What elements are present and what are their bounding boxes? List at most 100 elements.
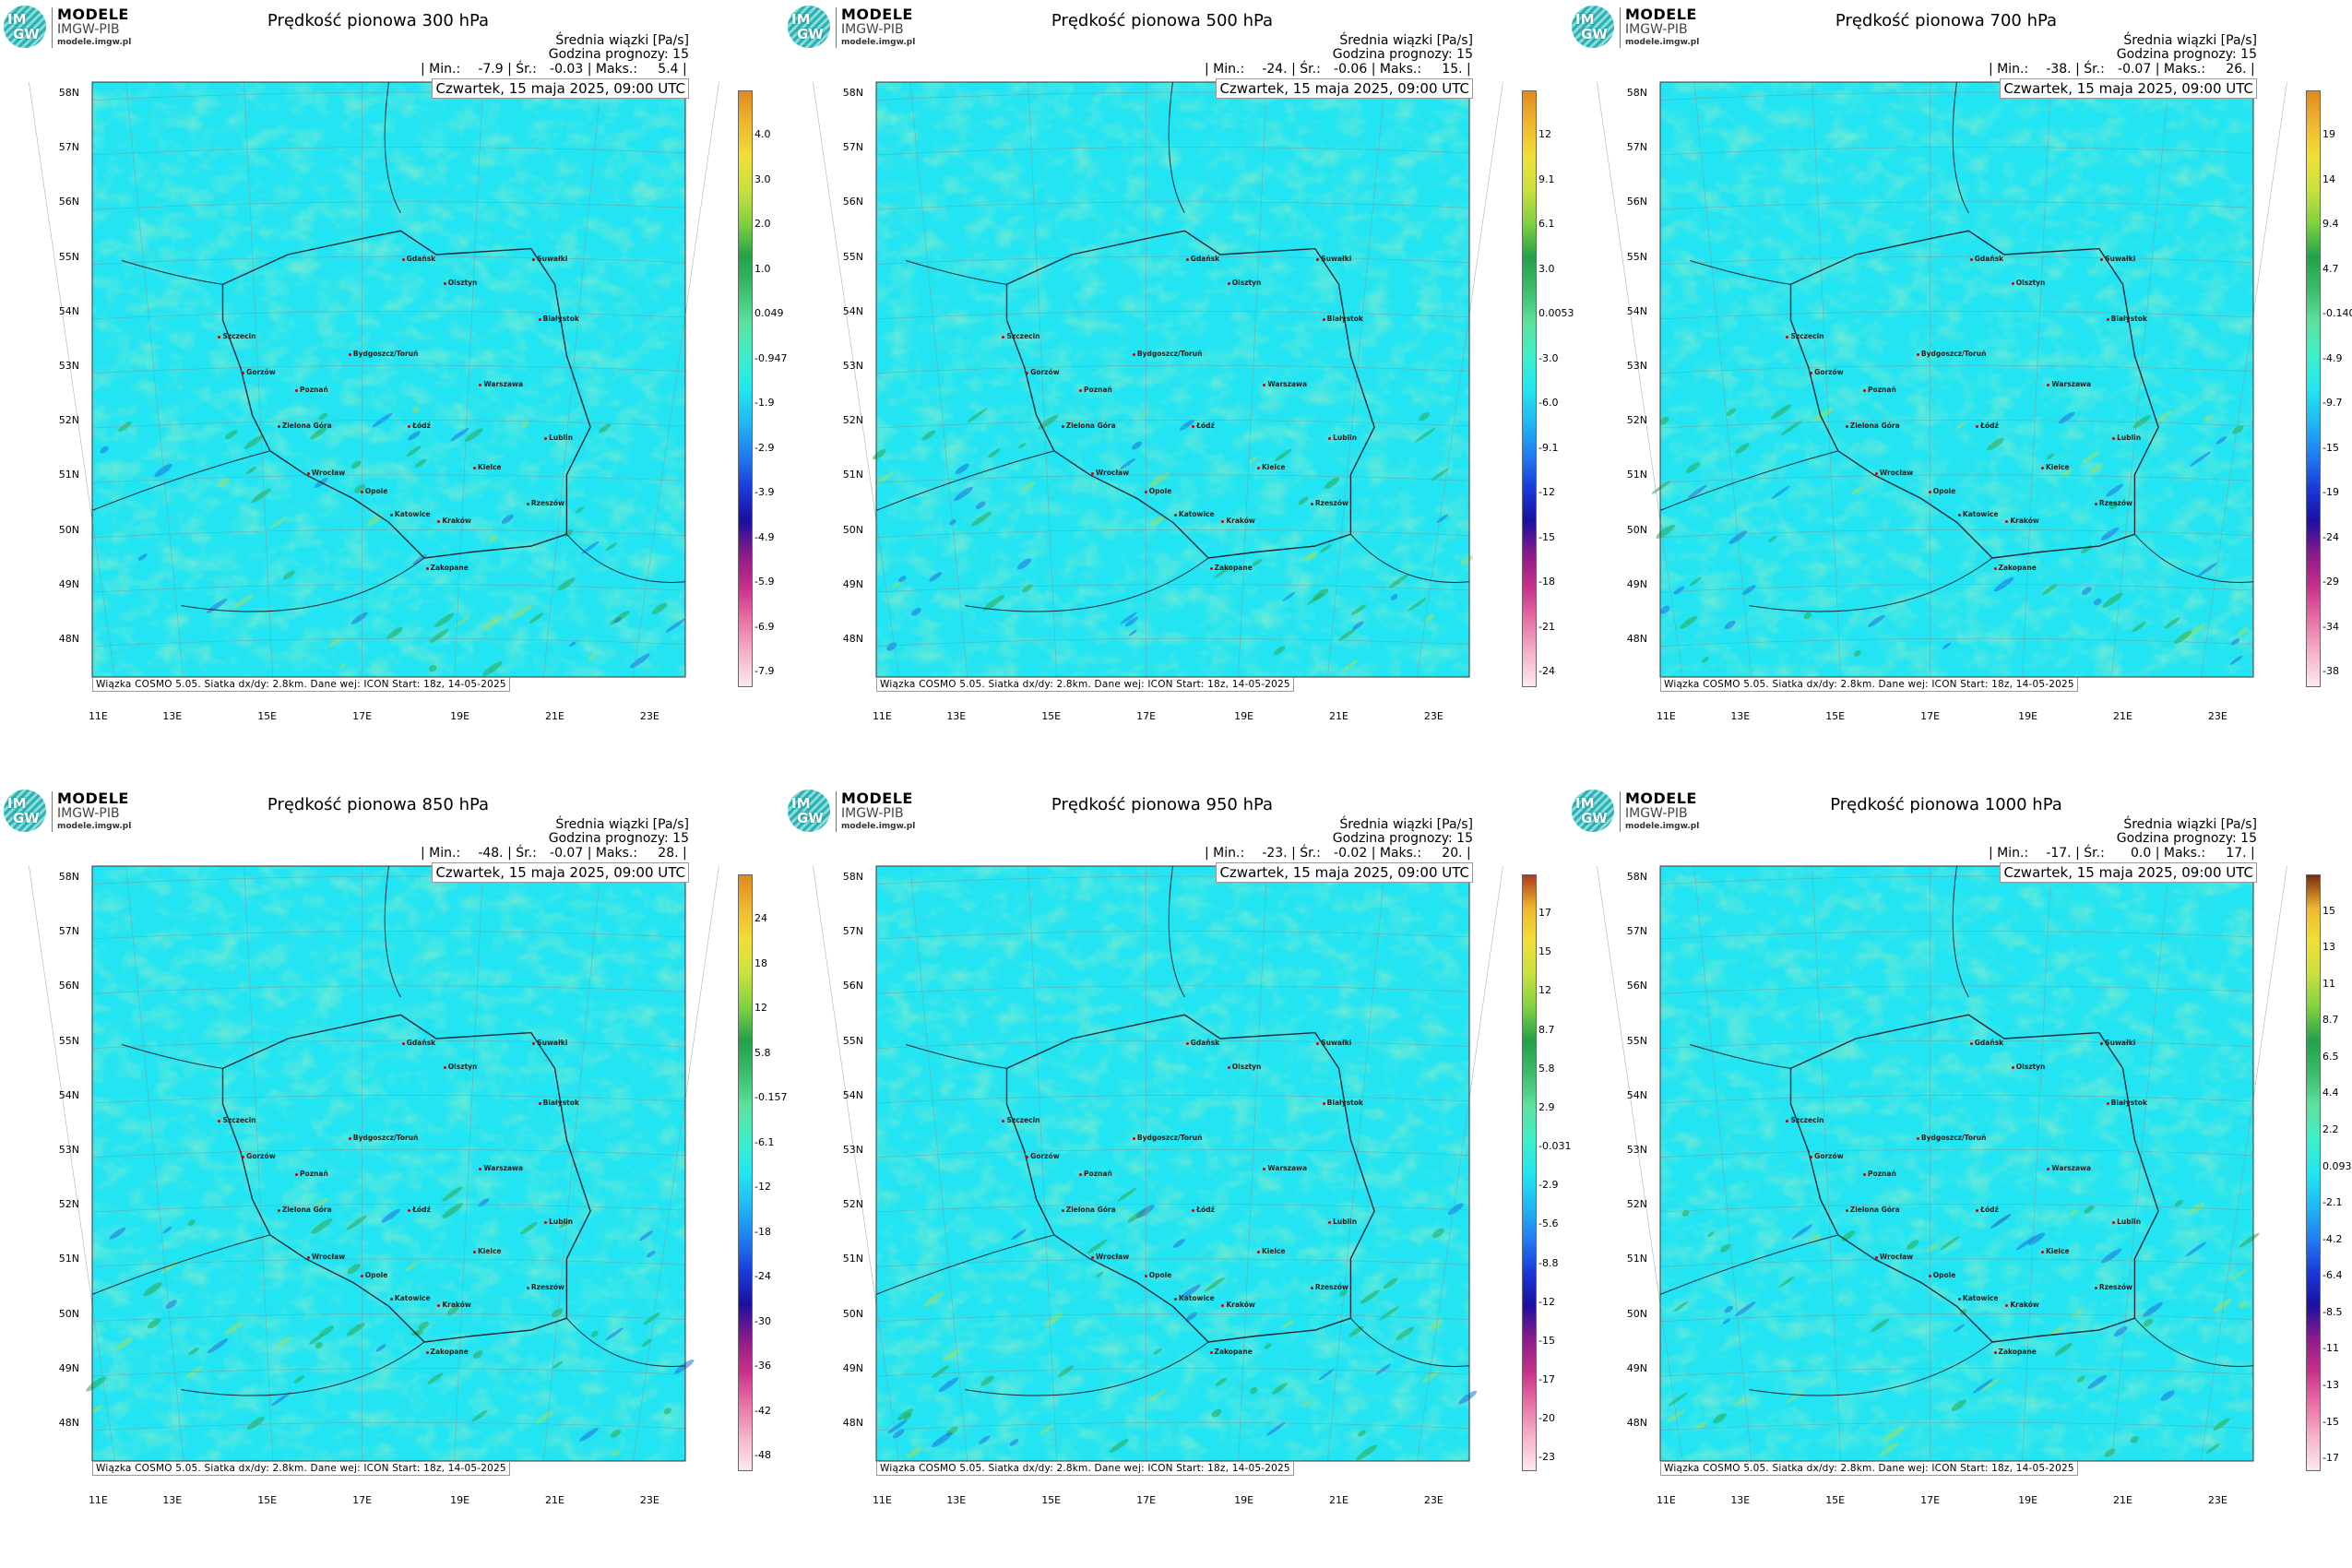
latitude-gridline <box>875 255 1470 265</box>
colorbar <box>2306 874 2321 1471</box>
colorbar-tick-label: 0.093 <box>2322 1159 2352 1172</box>
colorbar-tick-label: -4.9 <box>754 530 775 543</box>
field-streak <box>1351 604 1366 615</box>
longitude-gridline <box>125 81 184 678</box>
latitude-gridline <box>1659 985 2254 994</box>
field-streak <box>1180 1284 1201 1300</box>
latitude-gridline <box>1659 311 2254 320</box>
sweden-coast <box>1952 865 1969 998</box>
colorbar-tick-label: 6.1 <box>1538 218 1555 231</box>
field-streak <box>638 1230 654 1241</box>
latitude-label: 48N <box>58 1416 79 1429</box>
field-streak <box>921 430 936 441</box>
colorbar-tick-label: 12 <box>1538 128 1551 141</box>
latitude-label: 50N <box>58 1307 79 1320</box>
avg-label: | Śr.: <box>2075 846 2105 861</box>
colorbar-tick-label: 13 <box>2322 941 2335 954</box>
field-streak <box>2143 1302 2163 1317</box>
field-streak <box>1110 1439 1129 1453</box>
field-streak <box>2229 655 2243 665</box>
city-label: Kraków <box>1221 1300 1255 1309</box>
logo-separator <box>52 7 53 48</box>
city-label: Warszawa <box>2047 379 2092 388</box>
forecast-map <box>1597 865 2287 1462</box>
avg-label: | Śr.: <box>1291 62 1321 77</box>
field-streak <box>187 1219 196 1227</box>
city-label: Wrocław <box>306 469 346 478</box>
field-streak <box>1016 558 1032 570</box>
colorbar <box>1522 90 1537 687</box>
latitude-label: 51N <box>1626 469 1647 481</box>
field-streak <box>2174 1199 2183 1207</box>
field-streak <box>2164 617 2180 629</box>
field-streak <box>429 628 449 643</box>
field-streak <box>412 406 421 413</box>
field-streak <box>1274 448 1292 462</box>
poland-border <box>221 1014 591 1343</box>
field-streak <box>599 423 612 434</box>
coastline <box>122 260 223 285</box>
city-label: Warszawa <box>479 379 524 388</box>
latitude-label: 50N <box>1626 523 1647 536</box>
city-label: Łódź <box>1976 1205 1999 1214</box>
panel-title: Prędkość pionowa 500 hPa <box>1051 11 1274 30</box>
min-value: -17. <box>2046 846 2072 861</box>
valid-date: Czwartek, 15 maja 2025, 09:00 UTC <box>432 862 689 883</box>
field-streak <box>520 1221 538 1235</box>
colorbar-tick-label: 9.4 <box>2322 218 2339 231</box>
colorbar-tick-label: -8.8 <box>1538 1256 1559 1269</box>
longitude-gridline <box>29 865 115 1462</box>
field-streak <box>932 1431 953 1448</box>
field-streak <box>1780 421 1802 436</box>
field-streak <box>931 1365 949 1379</box>
model-info-footer: Wiązka COSMO 5.05. Siatka dx/dy: 2.8km. … <box>92 677 510 692</box>
city-label: Lublin <box>544 433 574 442</box>
longitude-label: 23E <box>2207 710 2227 722</box>
slovakia-border <box>965 1341 1209 1396</box>
field-streak <box>897 1408 914 1421</box>
field-streak <box>1424 614 1435 623</box>
latitude-gridline <box>1659 584 2254 593</box>
colorbar-tick-label: -20 <box>1538 1412 1555 1425</box>
field-streak <box>923 1291 944 1307</box>
latitude-gridline <box>91 255 686 265</box>
latitude-label: 53N <box>842 1143 863 1156</box>
longitude-label: 17E <box>1136 1494 1157 1506</box>
field-streak <box>2015 1235 2037 1251</box>
field-streak <box>1186 1312 1197 1321</box>
city-label: Suwałki <box>1316 255 1352 264</box>
field-streak <box>1147 1389 1168 1403</box>
colorbar-tick-label: -0.140 <box>2322 307 2352 320</box>
field-streak <box>2160 1390 2175 1401</box>
field-streak <box>415 458 427 468</box>
max-label: | Maks.: <box>2155 62 2206 77</box>
colorbar-tick-label: 18 <box>754 956 767 969</box>
field-streak <box>1724 1305 1734 1313</box>
logo-separator <box>836 791 837 832</box>
longitude-gridline <box>2022 865 2051 1462</box>
city-label: Gdańsk <box>1185 255 1220 264</box>
field-streak <box>576 506 584 514</box>
min-label: | Min.: <box>1989 62 2029 77</box>
city-label: Opole <box>1144 486 1172 495</box>
field-streak <box>224 430 238 440</box>
field-streak <box>2042 583 2058 596</box>
max-label: | Maks.: <box>1371 62 1422 77</box>
field-streak <box>2130 1435 2139 1443</box>
colorbar <box>1522 874 1537 1471</box>
city-label: Kraków <box>437 516 471 525</box>
ukraine-border <box>2134 1317 2254 1367</box>
longitude-gridline <box>543 81 601 678</box>
field-streak <box>1771 404 1792 420</box>
longitude-label: 17E <box>1136 710 1157 722</box>
city-label: Poznań <box>295 385 328 394</box>
field-streak <box>1651 481 1670 494</box>
field-streak <box>1791 1224 1813 1240</box>
poland-border <box>221 230 591 559</box>
field-streak <box>929 572 943 582</box>
min-label: | Min.: <box>421 62 461 77</box>
latitude-label: 52N <box>58 1198 79 1210</box>
czech-border <box>1659 450 1839 511</box>
colorbar-tick-label: -6.0 <box>1538 397 1559 410</box>
field-streak <box>346 1215 367 1230</box>
